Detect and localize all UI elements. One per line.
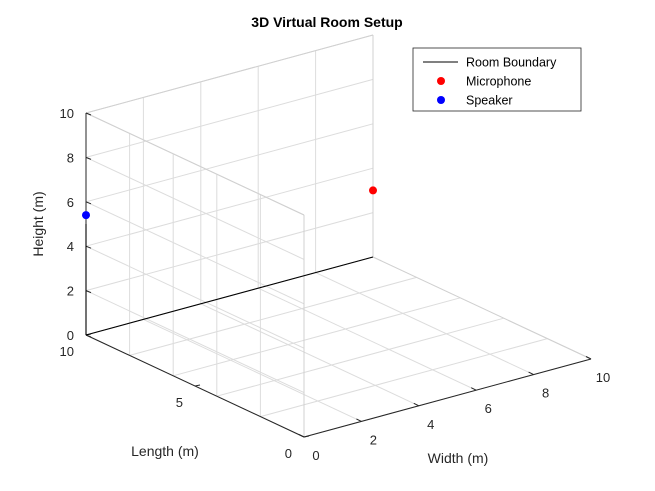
z-tick-label: 8 [67, 150, 74, 165]
legend-swatch-speaker [437, 96, 445, 104]
x-tick-label: 4 [427, 417, 434, 432]
floor-gridline-y [260, 338, 548, 418]
z-tick-mark [85, 112, 92, 116]
legend-label-speaker: Speaker [466, 94, 513, 108]
x-tick-label: 8 [542, 386, 549, 401]
z-tick-mark [85, 290, 92, 294]
floor-gridline-y [216, 317, 504, 397]
y-tick-label: 0 [285, 446, 292, 461]
legend-swatch-microphone [437, 77, 445, 85]
floor-gridline-x [200, 303, 420, 407]
z-tick-mark [85, 156, 92, 160]
y-tick-label: 10 [60, 344, 74, 359]
z-tick-mark [85, 201, 92, 205]
z-tick-label: 6 [67, 195, 74, 210]
x-tick-label: 2 [370, 432, 377, 447]
x-tick-mark [470, 387, 477, 391]
x-tick-mark [298, 434, 305, 438]
x-tick-mark [585, 356, 592, 360]
legend-label-microphone: Microphone [466, 75, 531, 89]
data-layer [82, 186, 377, 336]
room-boundary-line [85, 256, 374, 336]
legend-label-room-boundary: Room Boundary [466, 56, 557, 70]
axes-layer [85, 112, 592, 438]
x-tick-mark [528, 371, 534, 376]
legend: Room Boundary Microphone Speaker [412, 47, 582, 112]
z-tick-label: 10 [60, 106, 74, 121]
floor-gridline-x [315, 272, 534, 376]
x-axis-line [303, 358, 592, 438]
leftwall-gridline-z [85, 245, 305, 349]
z-tick-label: 4 [67, 239, 74, 254]
x-tick-label: 0 [312, 448, 319, 463]
leftwall-gridline-z [85, 290, 305, 394]
backwall-gridline-z [85, 212, 374, 292]
z-tick-label: 0 [67, 328, 74, 343]
y-tick-mark [194, 384, 201, 387]
floor-gridline-y [173, 297, 461, 377]
x-axis-label: Width (m) [428, 450, 489, 466]
z-axis-label: Height (m) [30, 191, 46, 256]
x-tick-mark [356, 418, 362, 422]
floor-gridline-x [257, 287, 477, 391]
floor-gridline-y [129, 276, 417, 356]
backwall-gridline-z [85, 123, 374, 203]
y-axis-label: Length (m) [131, 443, 199, 459]
x-tick-label: 6 [485, 401, 492, 416]
y-tick-mark [303, 435, 310, 438]
backwall-gridline-z [85, 78, 374, 158]
leftwall-gridline-z [85, 201, 305, 305]
box-edge [372, 256, 592, 360]
leftwall-gridline-z [85, 156, 305, 260]
x-tick-label: 10 [596, 370, 610, 385]
x-tick-mark [413, 402, 420, 407]
box-edge [85, 112, 305, 216]
speaker-point [82, 211, 90, 220]
chart-title: 3D Virtual Room Setup [251, 14, 402, 30]
backwall-gridline-z [85, 167, 374, 247]
microphone-point [369, 186, 377, 195]
z-tick-mark [85, 245, 92, 249]
floor-gridline-x [143, 318, 362, 422]
y-tick-label: 5 [176, 395, 183, 410]
z-tick-label: 2 [67, 284, 74, 299]
box-edge [85, 34, 374, 114]
